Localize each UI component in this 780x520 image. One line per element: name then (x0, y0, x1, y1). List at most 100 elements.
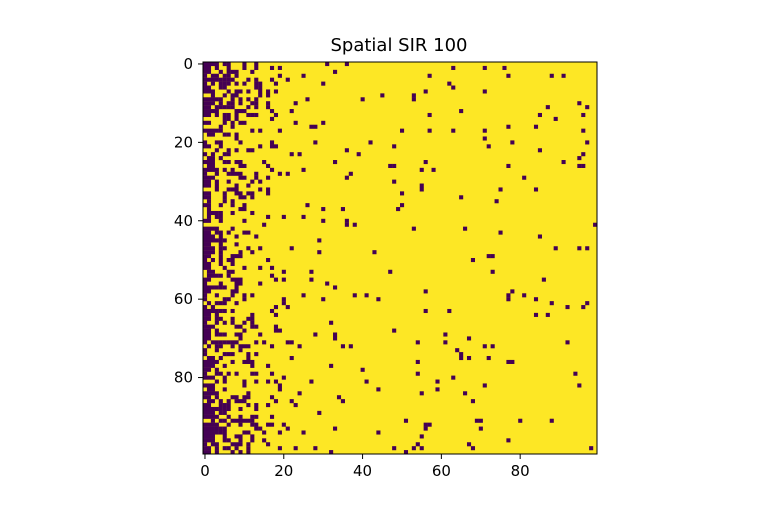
heatmap-cell (226, 438, 231, 443)
heatmap-cell (222, 340, 227, 345)
heatmap-cell (218, 101, 223, 106)
heatmap-cell (533, 187, 539, 192)
heatmap-cell (246, 352, 251, 357)
heatmap-cell (210, 258, 215, 263)
heatmap-cell (234, 399, 239, 404)
y-axis: 0 20 40 60 80 (174, 55, 203, 387)
heatmap-cell (242, 62, 247, 67)
heatmap-cell (206, 132, 212, 137)
heatmap-cell (376, 387, 381, 392)
heatmap-cell (210, 324, 215, 329)
heatmap-cell (222, 195, 227, 200)
heatmap-cell (222, 199, 227, 204)
heatmap-cell (593, 222, 598, 227)
heatmap-cell (344, 175, 349, 180)
heatmap-cell (230, 344, 235, 349)
heatmap-cell (269, 65, 275, 70)
heatmap-cell (238, 89, 243, 94)
heatmap-cell (242, 163, 247, 168)
heatmap-cell (581, 112, 586, 118)
heatmap-cell (206, 363, 212, 368)
heatmap-cell (238, 281, 243, 286)
heatmap-cell (206, 277, 212, 282)
heatmap-cell (273, 399, 279, 404)
heatmap-cell (234, 89, 239, 94)
heatmap-cell (226, 258, 231, 263)
heatmap-cell (545, 312, 550, 317)
heatmap-cell (214, 446, 219, 451)
heatmap-cell (206, 97, 212, 102)
heatmap-cell (218, 261, 223, 266)
heatmap-cell (230, 258, 235, 263)
heatmap-cell (549, 418, 554, 423)
heatmap-cell (258, 246, 263, 251)
heatmap-cell (206, 356, 212, 361)
heatmap-cell (230, 254, 235, 259)
heatmap-cell (206, 316, 212, 321)
heatmap-cell (506, 163, 511, 168)
heatmap-cell (218, 85, 223, 90)
heatmap-cell (226, 101, 231, 106)
heatmap-cell (214, 430, 219, 435)
heatmap-cell (321, 218, 326, 223)
heatmap-cell (250, 438, 255, 443)
heatmap-cell (269, 395, 275, 400)
heatmap-cell (206, 289, 212, 294)
heatmap-cell (226, 352, 231, 357)
heatmap-cell (392, 179, 397, 184)
heatmap-cell (411, 446, 416, 451)
heatmap-cell (262, 222, 267, 227)
heatmap-cell (214, 442, 219, 447)
heatmap-cell (214, 171, 219, 176)
heatmap-cell (206, 414, 212, 419)
heatmap-cell (206, 69, 212, 74)
heatmap-cell (214, 109, 219, 114)
heatmap-cell (222, 238, 227, 243)
heatmap-cell (210, 73, 215, 78)
heatmap-cell (203, 195, 208, 200)
heatmap-cell (203, 426, 208, 431)
heatmap-cell (210, 434, 215, 439)
heatmap-cell (309, 269, 314, 274)
heatmap-cell (482, 128, 487, 133)
heatmap-cell (206, 128, 212, 133)
heatmap-cell (486, 254, 491, 259)
heatmap-cell (210, 89, 215, 94)
heatmap-cell (277, 387, 282, 392)
heatmap-cell (250, 148, 255, 153)
heatmap-cell (222, 379, 227, 384)
heatmap-cell (218, 403, 223, 408)
heatmap-cell (242, 230, 247, 235)
heatmap-cell (203, 218, 208, 223)
heatmap-cell (451, 65, 456, 70)
heatmap-cell (368, 140, 373, 145)
heatmap-cell (206, 383, 212, 388)
heatmap-cell (203, 128, 208, 133)
heatmap-cell (317, 410, 322, 415)
heatmap-cell (226, 297, 231, 302)
heatmap-cell (411, 226, 416, 231)
heatmap-cell (206, 336, 212, 341)
heatmap-cell (234, 277, 239, 282)
heatmap-cell (246, 391, 251, 396)
heatmap-cell (435, 387, 440, 392)
heatmap-cell (258, 332, 263, 337)
heatmap-cell (203, 348, 208, 353)
x-tick-label: 0 (200, 462, 210, 480)
heatmap-cell (411, 93, 416, 98)
y-tick-label: 0 (183, 55, 193, 73)
heatmap-cell (242, 109, 247, 114)
heatmap-cell (242, 383, 247, 388)
heatmap-cell (230, 293, 235, 298)
heatmap-cell (246, 191, 251, 196)
heatmap-cell (451, 85, 456, 90)
heatmap-cell (266, 214, 271, 219)
heatmap-cell (254, 97, 259, 102)
heatmap-cell (565, 305, 570, 310)
heatmap-cell (230, 124, 235, 129)
heatmap-cell (226, 406, 231, 412)
heatmap-cell (502, 65, 507, 70)
heatmap-cell (277, 446, 282, 451)
y-tick-label: 20 (174, 133, 193, 151)
heatmap-cell (561, 160, 566, 165)
